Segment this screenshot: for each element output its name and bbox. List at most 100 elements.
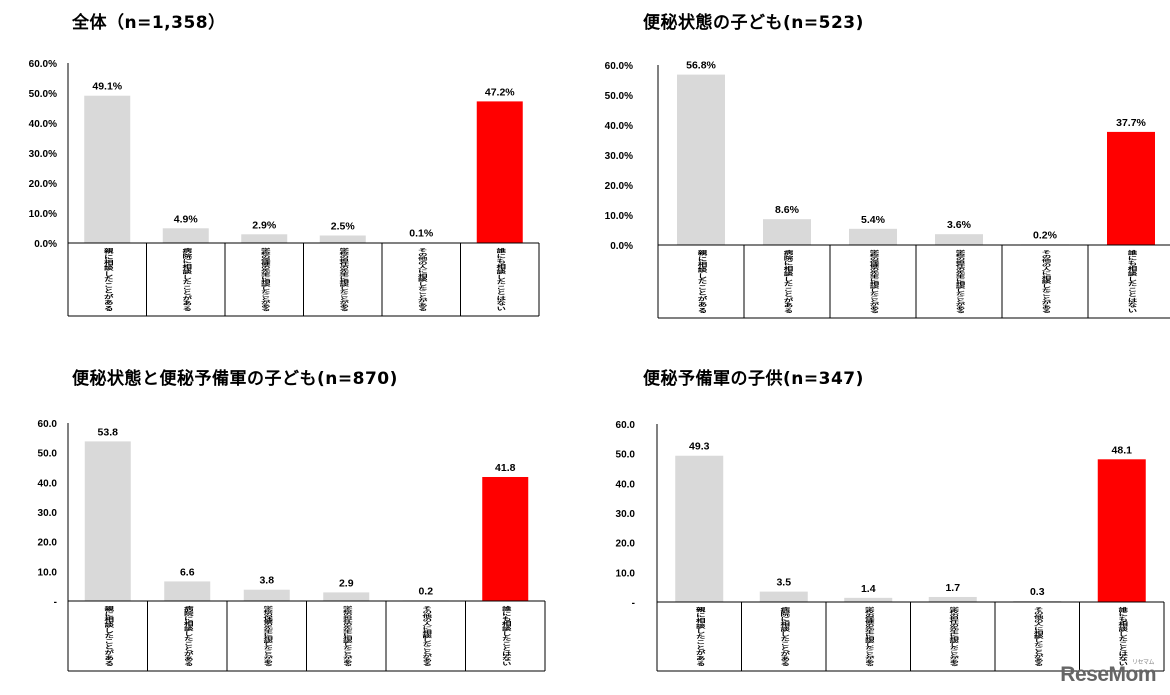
data-label: 0.3 [1030, 586, 1045, 598]
y-tick-label: 30.0 [616, 509, 636, 520]
y-tick-label: 40.0 [616, 479, 636, 490]
bar [675, 455, 724, 602]
bar [84, 95, 131, 243]
data-label: 37.7% [1116, 117, 1146, 129]
chart-panel-prediagnosis: 便秘予備軍の子供(n=347) - 10.0 20.0 30.0 40.0 50.0 60.… [585, 348, 1170, 695]
y-tick-label: 60.0 [38, 419, 58, 430]
chart-panel-constipated: 便秘状態の子ども(n=523) 0.0% 10.0% 20.0% 30.0% 40.0%… [585, 0, 1170, 347]
category-label: 病院に相談したことがある [182, 606, 194, 666]
data-label: 53.8 [98, 426, 119, 438]
category-label: 病院に相談したことがある [180, 248, 192, 311]
bar-chart-prediagnosis: - 10.0 20.0 30.0 40.0 50.0 60.0 49.3 3.5 1.4 1.7 0.… [616, 420, 1165, 672]
data-label: 4.9% [174, 213, 199, 225]
y-tick-label: 0.0% [610, 241, 633, 252]
category-label: その他の人に相談したことがある [1040, 250, 1053, 313]
category-label: 誰にも相談したことはない [494, 248, 506, 311]
logo-small-text: リセマム [1131, 660, 1155, 666]
y-tick-label: 30.0 [38, 508, 58, 519]
data-label: 0.2% [1033, 229, 1058, 241]
category-label: 誰にも相談したことはない [1126, 250, 1138, 313]
data-label: 2.9% [252, 219, 277, 231]
y-tick-label: 10.0% [29, 209, 57, 220]
bar [1097, 459, 1146, 602]
category-label: その他の人に相談したことがある [420, 606, 433, 666]
data-label: 47.2% [485, 86, 515, 98]
bar [162, 228, 209, 243]
logo-text: ReseMom [1060, 663, 1156, 686]
data-label: 56.8% [686, 60, 716, 72]
resemom-logo: リセマム ReseMom [1060, 660, 1156, 687]
y-tick-label: 60.0% [29, 59, 57, 70]
bar [84, 441, 131, 601]
category-label: 学校の担任の先生に相談したことがある [341, 606, 354, 666]
bar [763, 219, 811, 245]
category-label: 学校の保健の先生に相談したことがある [259, 248, 272, 311]
bar-chart-overall: 0.0% 10.0% 20.0% 30.0% 40.0% 50.0% 60.0% 49.1% 4… [29, 59, 540, 317]
category-label: 学校の保健の先生に相談したことがある [868, 250, 881, 313]
bar [476, 101, 523, 244]
y-tick-label: 50.0% [605, 91, 633, 102]
y-tick-label: 50.0% [29, 89, 57, 100]
bar-chart-constipated: 0.0% 10.0% 20.0% 30.0% 40.0% 50.0% 60.0% 56.8% 8… [605, 60, 1170, 319]
data-label: 48.1 [1112, 444, 1133, 456]
data-label: 1.4 [861, 583, 876, 595]
chart-panel-combined: 便秘状態と便秘予備軍の子ども(n=870) - 10.0 20.0 30.0 40.0 5… [0, 348, 585, 695]
data-label: 1.7 [945, 582, 960, 594]
data-label: 2.5% [331, 221, 356, 233]
y-tick-label: - [632, 598, 635, 609]
category-label: 親に相談したことがある [696, 250, 708, 313]
y-tick-label: 20.0% [605, 181, 633, 192]
data-label: 3.6% [947, 219, 972, 231]
category-label: 誰にも相談したことはない [500, 606, 512, 666]
y-tick-label: 10.0 [616, 568, 636, 579]
y-tick-label: 60.0 [616, 420, 636, 431]
bar [482, 476, 529, 601]
bar [844, 597, 893, 602]
y-tick-label: 10.0 [38, 567, 58, 578]
category-label: 親に相談したことがある [694, 607, 706, 666]
bar [928, 596, 977, 602]
data-label: 8.6% [775, 204, 800, 216]
category-label: 学校の保健の先生に相談したことがある [863, 607, 876, 666]
bar [1107, 131, 1155, 245]
data-label: 41.8 [495, 462, 516, 474]
bar [164, 581, 211, 601]
category-label: 誰にも相談したことはない [1116, 607, 1128, 666]
y-tick-label: 40.0 [38, 478, 58, 489]
y-tick-label: 40.0% [29, 119, 57, 130]
bar [677, 74, 725, 245]
category-label: 病院に相談したことがある [778, 607, 790, 666]
y-tick-label: 60.0% [605, 61, 633, 72]
y-tick-label: 20.0% [29, 179, 57, 190]
y-tick-label: 50.0 [38, 449, 58, 460]
data-label: 0.1% [409, 228, 434, 240]
bar [759, 591, 808, 602]
data-label: 5.4% [861, 214, 886, 226]
category-label: 親に相談したことがある [102, 606, 114, 666]
category-label: 病院に相談したことがある [782, 250, 794, 313]
y-tick-label: 20.0 [38, 538, 58, 549]
bar [241, 234, 288, 243]
y-tick-label: - [54, 597, 57, 608]
category-label: 学校の保健の先生に相談したことがある [261, 606, 274, 666]
data-label: 3.5 [776, 577, 791, 589]
y-tick-label: 30.0% [29, 149, 57, 160]
bar [243, 589, 290, 601]
bar [319, 235, 366, 243]
bar [849, 228, 897, 245]
chart-title: 便秘状態と便秘予備軍の子ども(n=870) [72, 369, 398, 389]
category-label: その他の人に相談したことがある [1032, 607, 1045, 666]
data-label: 49.3 [689, 441, 710, 453]
category-label: 学校の担任の先生に相談したことがある [954, 250, 967, 313]
category-label: 学校の担任の先生に相談したことがある [337, 248, 350, 311]
bar-chart-combined: - 10.0 20.0 30.0 40.0 50.0 60.0 53.8 6.6 3.8 2.9 0.… [38, 419, 546, 672]
category-label: 学校の担任の先生に相談したことがある [947, 607, 960, 666]
chart-title: 便秘状態の子ども(n=523) [643, 13, 864, 33]
category-label: 親に相談したことがある [102, 248, 114, 311]
chart-title: 便秘予備軍の子供(n=347) [643, 369, 864, 389]
y-tick-label: 40.0% [605, 121, 633, 132]
data-label: 6.6 [180, 566, 195, 578]
bar [323, 592, 370, 601]
bar [935, 234, 983, 245]
y-tick-label: 30.0% [605, 151, 633, 162]
